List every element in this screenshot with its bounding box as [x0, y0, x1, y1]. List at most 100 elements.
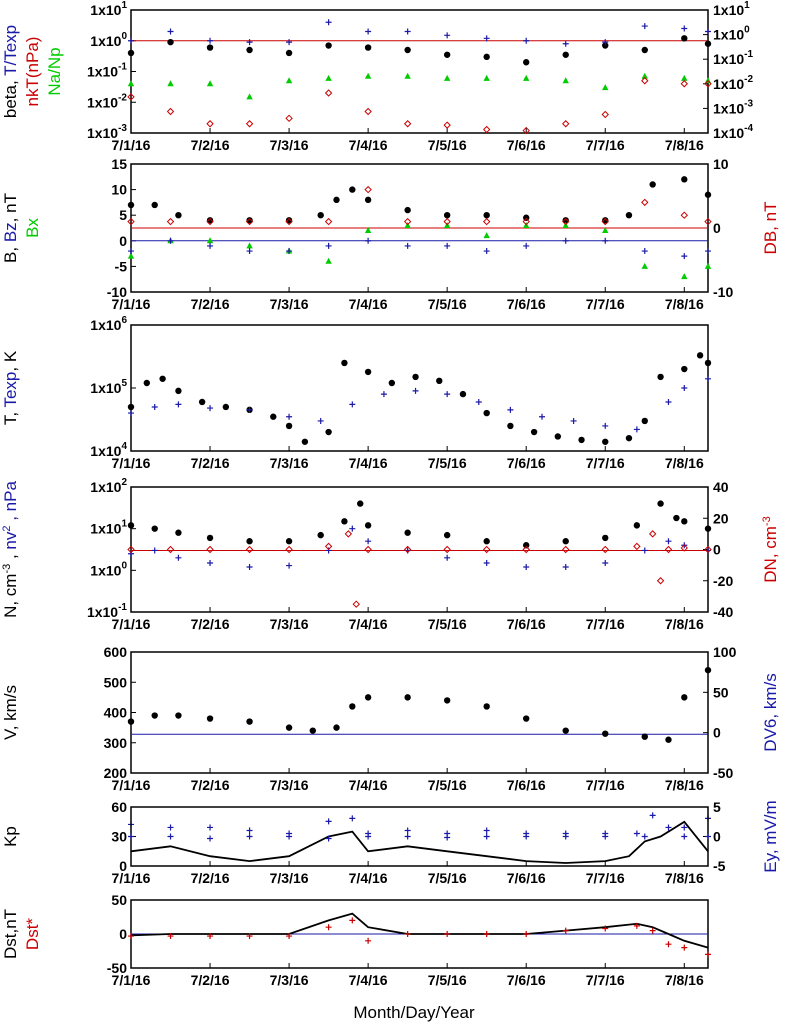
data-point	[641, 248, 648, 255]
data-point	[444, 931, 451, 937]
data-point	[246, 248, 253, 255]
data-point	[562, 120, 570, 128]
data-point	[681, 176, 688, 183]
data-point	[436, 377, 443, 385]
data-point	[602, 84, 609, 91]
data-point	[317, 212, 324, 219]
data-point	[602, 42, 609, 49]
data-point	[357, 500, 364, 507]
panel-velocity: 200 300 400 500 600 -50 0 50 100 7/1/16 7/2/16 7/3/…	[1, 644, 780, 837]
data-point	[151, 712, 158, 719]
data-point	[649, 812, 656, 819]
data-point	[341, 359, 348, 367]
data-point	[681, 385, 688, 391]
data-point	[207, 835, 214, 842]
data-point	[364, 72, 372, 79]
data-point	[285, 217, 293, 224]
series-0	[127, 666, 712, 743]
y-tick-label-left: 0	[119, 233, 127, 249]
x-tick-label: 7/5/16	[428, 777, 467, 793]
data-point	[206, 120, 214, 128]
series-1	[128, 812, 711, 837]
y-tick-label-left: -10	[107, 284, 127, 300]
y-tick-label-left: 400	[104, 705, 128, 721]
data-point	[664, 545, 673, 554]
x-tick-label: 7/1/16	[112, 777, 151, 793]
data-point	[523, 37, 530, 44]
data-point	[286, 562, 293, 569]
data-point	[444, 32, 451, 39]
data-point	[459, 390, 467, 398]
y-axis-label-left: B, Bz, nT	[1, 193, 20, 263]
data-point	[601, 545, 609, 554]
data-point	[704, 217, 712, 226]
data-point	[444, 391, 451, 398]
data-point	[641, 198, 649, 207]
data-point	[207, 37, 214, 44]
data-point	[704, 359, 712, 367]
data-point	[656, 577, 665, 585]
data-point	[562, 833, 569, 840]
data-point	[206, 237, 214, 244]
data-point	[681, 833, 688, 840]
y-tick-label-left: -50	[107, 960, 127, 976]
data-point	[633, 426, 640, 433]
data-point	[444, 242, 451, 249]
panel-frame	[130, 324, 709, 452]
data-point	[482, 545, 491, 554]
y-axis-label-right: Ey, mV/m	[761, 800, 780, 872]
x-tick-label: 7/7/16	[586, 972, 625, 988]
data-point	[285, 114, 293, 123]
x-tick-label: 7/1/16	[112, 296, 151, 312]
data-point	[641, 733, 648, 740]
y-tick-label-left: 200	[104, 765, 128, 781]
x-tick-label: 7/6/16	[507, 137, 546, 153]
data-point	[601, 110, 609, 119]
y-axis-label-left: Dst,nT	[1, 909, 20, 959]
y-tick-label-left: 1x105	[90, 378, 127, 396]
data-point	[443, 697, 451, 704]
data-point	[365, 937, 372, 944]
data-point	[286, 248, 293, 255]
data-point	[325, 257, 332, 264]
data-point	[166, 107, 175, 116]
data-point	[285, 724, 293, 731]
y-tick-label-left: 500	[104, 674, 128, 690]
data-point	[364, 694, 372, 701]
x-tick-label: 7/8/16	[665, 455, 704, 471]
data-point	[285, 545, 293, 554]
x-tick-label: 7/1/16	[112, 870, 151, 886]
y-tick-label-right: 0	[713, 220, 721, 236]
data-point	[641, 417, 648, 425]
y-axis-label-left: Kp	[1, 826, 20, 847]
data-point	[412, 373, 419, 381]
data-point	[364, 368, 372, 376]
y-tick-label-left: 1x10-1	[87, 602, 127, 620]
y-tick-label-left: 1x102	[90, 477, 127, 495]
data-point	[127, 403, 135, 411]
data-point	[704, 191, 712, 198]
data-point	[325, 818, 332, 825]
data-point	[483, 53, 490, 61]
y-tick-label-left: 5	[119, 207, 127, 223]
data-point	[648, 530, 657, 538]
data-point	[246, 39, 253, 46]
data-point	[285, 217, 293, 226]
data-point	[657, 500, 664, 507]
data-point	[412, 387, 419, 394]
data-point	[207, 242, 214, 249]
data-point	[246, 242, 253, 249]
data-point	[325, 924, 332, 931]
chart-panels: 1x10-3 1x10-2 1x10-1 1x100 1x101 1x10-4 1x10-3…	[1, 0, 780, 988]
data-point	[128, 410, 134, 417]
data-point	[507, 406, 514, 413]
x-tick-label: 7/3/16	[270, 777, 309, 793]
data-point	[523, 564, 530, 571]
x-tick-label: 7/3/16	[270, 616, 309, 632]
series-1	[127, 221, 712, 280]
data-point	[649, 181, 656, 188]
data-point	[403, 217, 412, 226]
data-point	[127, 252, 135, 259]
x-tick-label: 7/4/16	[349, 972, 388, 988]
data-point	[482, 125, 491, 134]
